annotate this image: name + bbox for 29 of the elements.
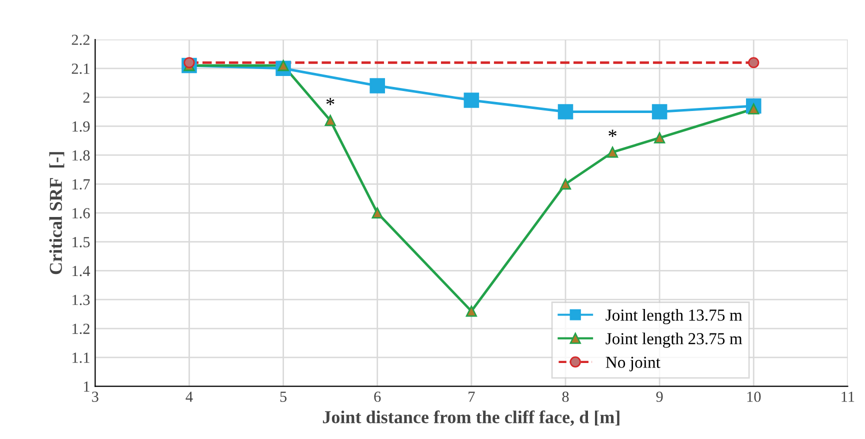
- y-tick-label: 2: [83, 92, 90, 103]
- y-tick-label: 1: [84, 382, 90, 392]
- x-tick-label: 7: [468, 392, 475, 402]
- x-tick-label: 11: [842, 392, 854, 402]
- y-tick-label: 1.3: [72, 294, 90, 306]
- x-tick-label: 3: [92, 392, 98, 402]
- y-tick-label: 2.2: [72, 34, 90, 46]
- y-tick-label: 1.7: [72, 179, 90, 190]
- annotation: *: [326, 98, 334, 106]
- legend-label: Joint length 13.75 m: [606, 309, 742, 324]
- x-tick-label: 8: [562, 392, 569, 402]
- x-tick-label: 6: [374, 392, 381, 402]
- x-tick-label: 10: [747, 392, 761, 402]
- y-tick-label: 1.1: [72, 352, 90, 363]
- legend-label: Joint length 23.75 m: [606, 332, 742, 348]
- y-tick-label: 1.9: [72, 121, 90, 132]
- x-axis-title: Joint distance from the cliff face, d [m]: [322, 410, 620, 426]
- y-tick-label: 1.5: [72, 237, 90, 248]
- y-tick-label: 2.1: [72, 64, 90, 74]
- y-tick-label: 1.4: [72, 266, 90, 276]
- y-tick-label: 1.2: [72, 324, 90, 334]
- y-tick-label: 1.6: [72, 208, 90, 218]
- y-axis-title: Critical SRF [-]: [49, 152, 64, 274]
- x-tick-label: 4: [186, 392, 193, 402]
- annotation: *: [608, 130, 616, 137]
- x-tick-label: 5: [280, 392, 287, 402]
- x-tick-label: 9: [656, 392, 663, 402]
- legend-label: No joint: [606, 356, 660, 372]
- y-tick-label: 1.8: [72, 150, 90, 161]
